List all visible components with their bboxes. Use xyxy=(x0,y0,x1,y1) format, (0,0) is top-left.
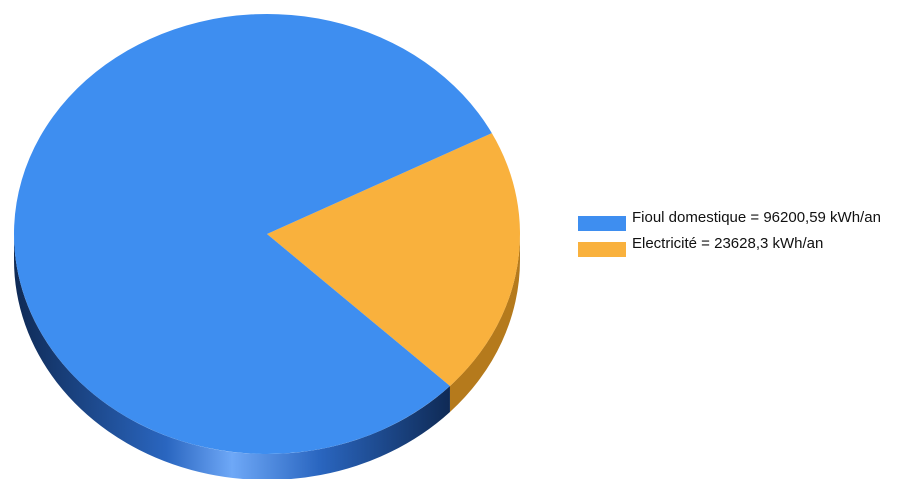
pie-side-fioul xyxy=(14,234,450,479)
pie-3d-side xyxy=(14,234,520,479)
legend-swatch-fioul xyxy=(578,216,626,231)
legend-label-fioul: Fioul domestique = 96200,59 kWh/an xyxy=(632,209,881,226)
pie-slice-fioul xyxy=(13,13,492,454)
pie-slice-electricite xyxy=(267,133,520,386)
pie-side-electricite xyxy=(449,234,520,412)
legend-label-electricite: Electricité = 23628,3 kWh/an xyxy=(632,235,824,252)
legend-item-electricite: Electricité = 23628,3 kWh/an xyxy=(578,236,918,257)
legend-swatch-electricite xyxy=(578,242,626,257)
pie-slices xyxy=(13,13,520,454)
legend-item-fioul: Fioul domestique = 96200,59 kWh/an xyxy=(578,210,918,231)
chart-legend: Fioul domestique = 96200,59 kWh/an Elect… xyxy=(578,210,918,262)
